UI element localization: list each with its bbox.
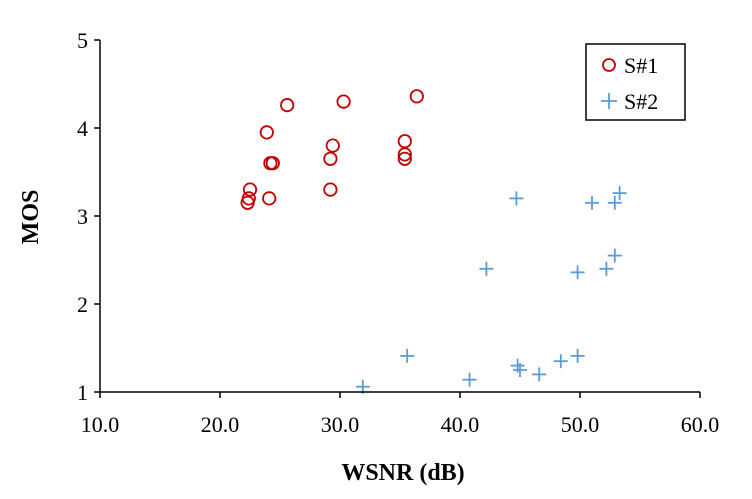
data-point-s2: [400, 348, 415, 363]
legend-label-s1: S#1: [624, 53, 658, 78]
y-tick-label: 3: [77, 204, 88, 229]
y-axis-title: MOS: [18, 190, 44, 245]
data-point-s2: [462, 372, 477, 387]
legend-box: [585, 43, 686, 121]
data-point-s1: [397, 151, 412, 166]
data-point-s2: [607, 195, 622, 210]
tick-labels: 1 2 3 4 5 10.0 20.0 30.0 40.0 50.0 60.0: [77, 28, 719, 437]
data-point-s2: [479, 261, 494, 276]
y-tick-label: 4: [77, 116, 88, 141]
y-tick-label: 5: [77, 28, 88, 53]
x-tick-label: 30.0: [321, 412, 360, 437]
legend-label-s2: S#2: [624, 89, 658, 114]
legend: S#1 S#2: [585, 43, 686, 121]
data-point-s2: [532, 367, 547, 382]
x-tick-label: 40.0: [441, 412, 480, 437]
plot-layer: [240, 89, 627, 394]
y-tick-label: 1: [77, 380, 88, 405]
data-point-s2: [513, 363, 527, 377]
legend-marker-s1: [602, 58, 616, 72]
data-point-s1: [409, 89, 424, 104]
x-axis-title: WSNR (dB): [341, 460, 464, 486]
data-point-s2: [570, 265, 585, 280]
data-point-s1: [280, 98, 295, 113]
data-point-s1: [323, 151, 338, 166]
data-point-s2: [612, 186, 627, 201]
data-point-s2: [607, 248, 622, 263]
legend-marker-s2: [601, 93, 617, 109]
data-point-s1: [262, 191, 277, 206]
data-point-s1: [259, 125, 274, 140]
data-point-s1: [242, 182, 258, 197]
data-point-s1: [241, 191, 256, 206]
data-point-s1: [336, 94, 351, 109]
x-tick-label: 10.0: [81, 412, 120, 437]
y-tick-label: 2: [77, 292, 88, 317]
x-tick-label: 60.0: [681, 412, 720, 437]
x-tick-label: 50.0: [561, 412, 600, 437]
axes-layer: [94, 39, 701, 398]
data-point-s1: [265, 156, 280, 171]
data-point-s2: [599, 261, 614, 276]
data-point-s1: [397, 147, 412, 162]
data-point-s1: [325, 138, 340, 153]
data-point-s1: [323, 182, 338, 197]
data-point-s2: [509, 191, 524, 206]
x-tick-label: 20.0: [201, 412, 240, 437]
data-point-s2: [553, 354, 568, 369]
data-point-s2: [570, 348, 585, 363]
data-point-s2: [585, 195, 599, 210]
